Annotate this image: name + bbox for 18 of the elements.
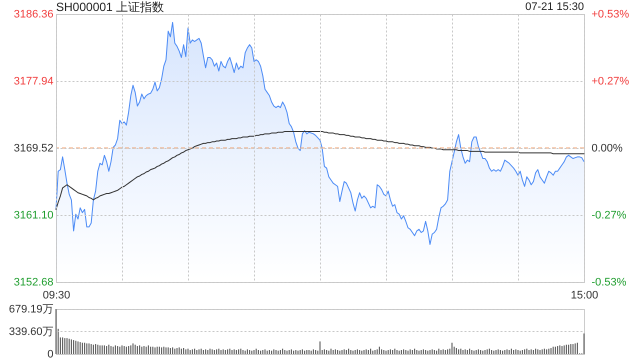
- chart-title: SH000001 上证指数: [56, 0, 164, 14]
- y2-tick-label: -0.53%: [592, 276, 627, 288]
- y-tick-label: 3152.68: [14, 276, 54, 288]
- y-tick-label: 679.19万: [8, 304, 54, 316]
- y2-tick-label: +0.27%: [592, 76, 630, 88]
- y-tick-label: 0: [47, 348, 54, 360]
- line-series: [56, 130, 584, 210]
- y2-tick-label: +0.53%: [592, 8, 630, 20]
- y2-tick-label: -0.27%: [592, 210, 627, 222]
- x-tick-label: 15:00: [570, 290, 598, 302]
- x-tick-label: 09:30: [42, 290, 70, 302]
- y-tick-label: 3169.52: [14, 142, 54, 154]
- chart-subtitle: 07-21 15:30: [525, 1, 584, 13]
- y-tick-label: 3177.94: [14, 76, 54, 88]
- y2-tick-label: 0.00%: [592, 142, 623, 154]
- y-tick-label: 3161.10: [14, 210, 54, 222]
- y-tick-label: 3186.36: [14, 8, 54, 20]
- y-tick-label: 339.60万: [8, 326, 54, 338]
